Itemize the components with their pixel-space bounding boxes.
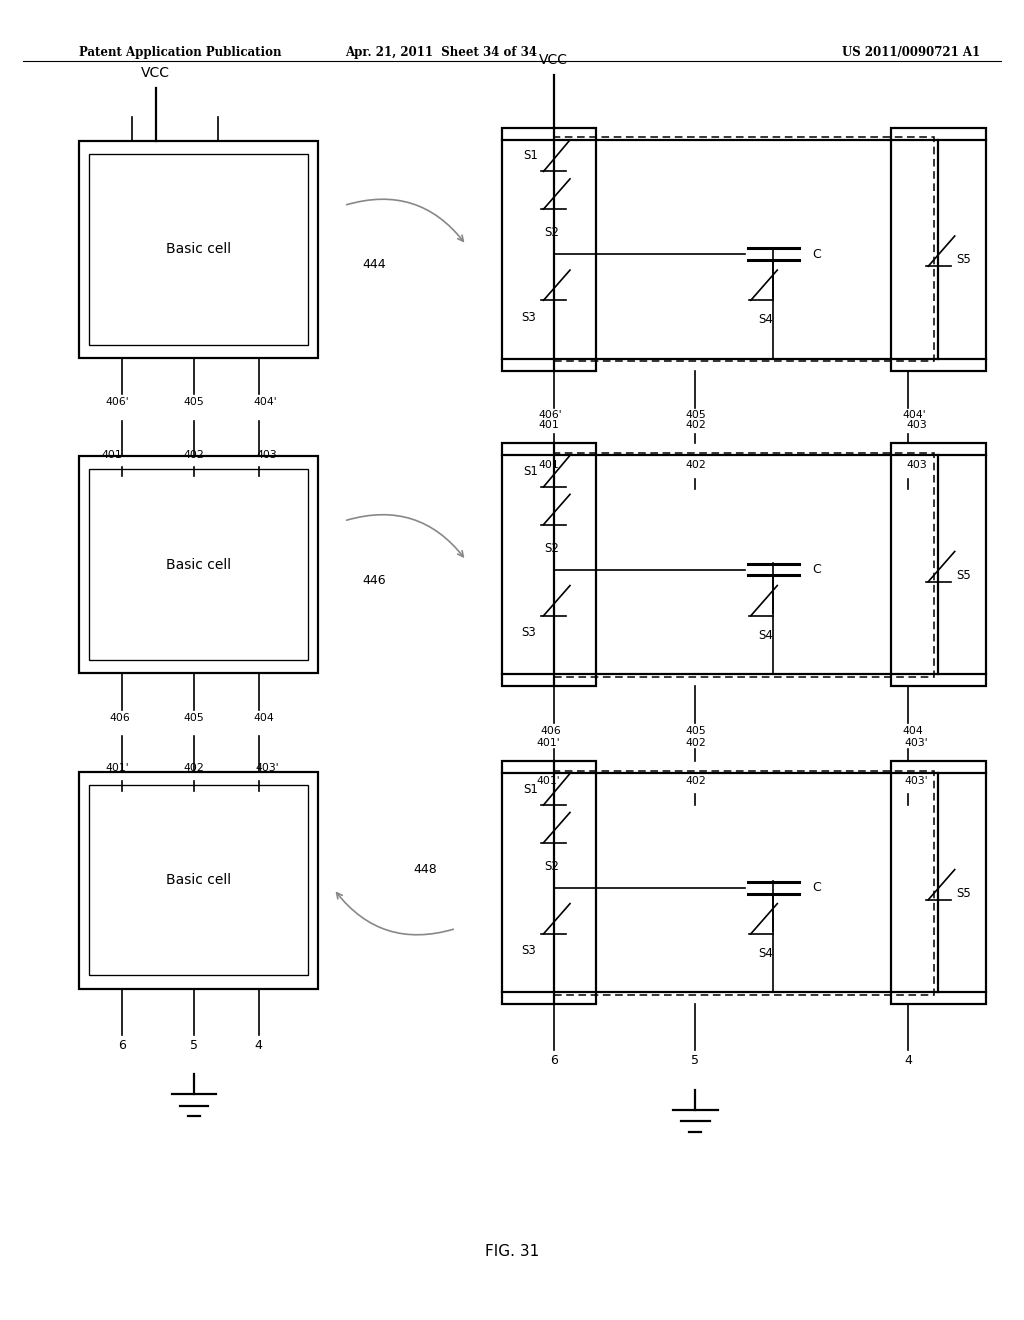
Bar xyxy=(502,128,596,371)
Text: 401': 401' xyxy=(105,763,129,772)
Text: S3: S3 xyxy=(521,310,536,323)
Bar xyxy=(79,141,318,358)
Text: 403: 403 xyxy=(906,420,927,430)
Text: 403: 403 xyxy=(256,450,278,459)
Text: 403: 403 xyxy=(906,461,927,470)
Bar xyxy=(554,771,934,995)
Text: 401: 401 xyxy=(101,450,123,459)
Text: S4: S4 xyxy=(759,313,773,326)
Text: Basic cell: Basic cell xyxy=(166,558,231,572)
Text: C: C xyxy=(812,882,820,894)
Text: Basic cell: Basic cell xyxy=(166,243,231,256)
Text: 406': 406' xyxy=(105,397,129,407)
Text: 404: 404 xyxy=(253,713,274,722)
Text: S2: S2 xyxy=(544,226,559,239)
Text: C: C xyxy=(812,248,820,260)
Text: 406: 406 xyxy=(540,726,561,735)
Text: 448: 448 xyxy=(414,863,437,876)
Text: 402: 402 xyxy=(183,763,205,772)
Text: 405: 405 xyxy=(183,713,205,722)
Text: 4: 4 xyxy=(255,1039,262,1052)
Text: FIG. 31: FIG. 31 xyxy=(485,1243,539,1259)
Text: 402: 402 xyxy=(183,450,205,459)
Text: S5: S5 xyxy=(956,253,972,267)
Text: 401: 401 xyxy=(538,420,559,430)
Text: 4: 4 xyxy=(904,1055,912,1068)
Bar xyxy=(891,762,985,1005)
Text: S3: S3 xyxy=(521,626,536,639)
Text: 405: 405 xyxy=(183,397,205,407)
Text: S1: S1 xyxy=(523,783,539,796)
Text: 444: 444 xyxy=(362,259,386,271)
Text: 6: 6 xyxy=(550,1055,557,1068)
Text: VCC: VCC xyxy=(141,66,170,81)
Text: 402: 402 xyxy=(685,776,706,785)
Text: 402: 402 xyxy=(685,738,706,748)
Text: 406: 406 xyxy=(110,713,131,722)
Bar xyxy=(554,453,934,677)
Bar xyxy=(89,154,308,345)
Text: 402: 402 xyxy=(685,420,706,430)
Text: 404': 404' xyxy=(902,411,926,420)
Text: S2: S2 xyxy=(544,541,559,554)
Text: S5: S5 xyxy=(956,569,972,582)
Text: C: C xyxy=(812,564,820,576)
Text: S1: S1 xyxy=(523,465,539,478)
Text: 405: 405 xyxy=(685,726,706,735)
Text: 401': 401' xyxy=(537,776,560,785)
Text: S1: S1 xyxy=(523,149,539,162)
Bar xyxy=(891,128,985,371)
Text: 403': 403' xyxy=(255,763,279,772)
Bar xyxy=(891,444,985,686)
Bar xyxy=(89,785,308,975)
Text: 404': 404' xyxy=(253,397,276,407)
Text: 401': 401' xyxy=(537,738,560,748)
Text: S2: S2 xyxy=(544,859,559,873)
Text: 403': 403' xyxy=(904,776,928,785)
Text: 5: 5 xyxy=(691,1055,699,1068)
Bar xyxy=(502,444,596,686)
Bar xyxy=(554,137,934,362)
Text: 406': 406' xyxy=(539,411,562,420)
Bar xyxy=(79,457,318,673)
Text: 403': 403' xyxy=(904,738,928,748)
Text: 402: 402 xyxy=(685,461,706,470)
Text: 5: 5 xyxy=(190,1039,198,1052)
Text: Basic cell: Basic cell xyxy=(166,873,231,887)
Text: 401: 401 xyxy=(538,461,559,470)
Text: 404: 404 xyxy=(903,726,924,735)
Text: S4: S4 xyxy=(759,946,773,960)
Text: S5: S5 xyxy=(956,887,972,900)
Text: US 2011/0090721 A1: US 2011/0090721 A1 xyxy=(843,46,981,59)
Text: 6: 6 xyxy=(119,1039,126,1052)
Bar xyxy=(89,470,308,660)
Text: VCC: VCC xyxy=(539,53,568,67)
Bar xyxy=(79,772,318,989)
Text: S4: S4 xyxy=(759,628,773,642)
Text: Patent Application Publication: Patent Application Publication xyxy=(79,46,282,59)
Text: 405: 405 xyxy=(685,411,706,420)
Text: Apr. 21, 2011  Sheet 34 of 34: Apr. 21, 2011 Sheet 34 of 34 xyxy=(345,46,537,59)
Text: S3: S3 xyxy=(521,944,536,957)
Text: 446: 446 xyxy=(362,574,386,586)
Bar xyxy=(502,762,596,1005)
